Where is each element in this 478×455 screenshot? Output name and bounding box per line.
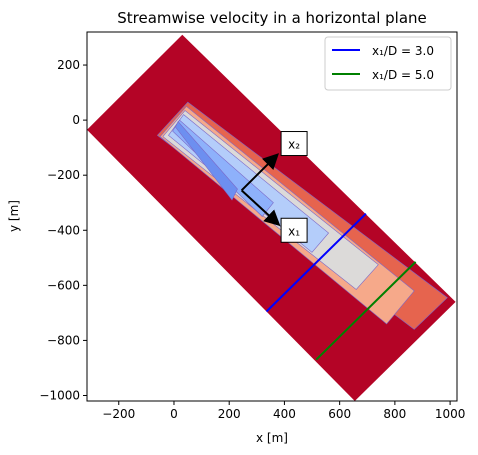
plot-frame xyxy=(86,31,458,402)
x-tick-label: 200 xyxy=(218,407,241,421)
x-tick-label: 600 xyxy=(328,407,351,421)
x-tick-label: 400 xyxy=(273,407,296,421)
direction-arrow-2 xyxy=(240,189,281,227)
series-line-2 xyxy=(315,261,417,361)
y-tick-label: 0 xyxy=(72,113,80,127)
plot-area xyxy=(87,34,456,401)
annotation-label-2: x₁ xyxy=(288,224,300,238)
legend-label-series-1: x₁/D = 3.0 xyxy=(372,44,434,58)
x-tick-label: −200 xyxy=(102,407,135,421)
x-tick-label: 0 xyxy=(170,407,178,421)
y-tick-label: 200 xyxy=(57,58,80,72)
x-axis-label: x [m] xyxy=(256,431,288,445)
wake-contour-dark-blue xyxy=(175,120,238,201)
x-tick-label: 1000 xyxy=(435,407,466,421)
y-tick-label: −200 xyxy=(47,168,80,182)
y-tick-label: −1000 xyxy=(39,388,80,402)
y-tick-label: −400 xyxy=(47,223,80,237)
legend: x₁/D = 3.0 x₁/D = 5.0 xyxy=(324,36,452,91)
chart-title: Streamwise velocity in a horizontal plan… xyxy=(117,9,427,27)
y-axis-label: y [m] xyxy=(7,200,21,232)
y-tick-label: −800 xyxy=(47,333,80,347)
annotation-box-2 xyxy=(280,217,308,243)
legend-label-series-2: x₁/D = 5.0 xyxy=(372,68,434,82)
y-tick-label: −600 xyxy=(47,278,80,292)
x-tick-label: 800 xyxy=(383,407,406,421)
direction-arrow-1 xyxy=(240,153,279,192)
annotation-box-1 xyxy=(280,131,308,157)
annotation-label-1: x₂ xyxy=(288,138,300,152)
series-line-1 xyxy=(265,212,367,313)
